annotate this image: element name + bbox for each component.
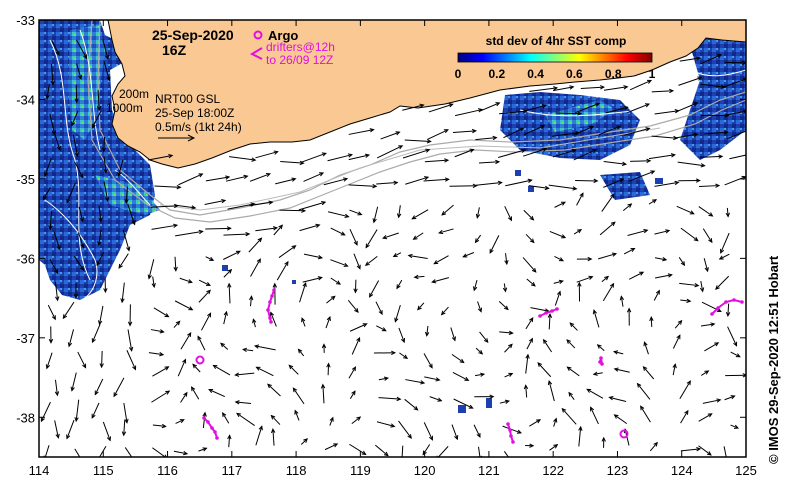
drifter-fix bbox=[710, 312, 714, 316]
drifter-fix bbox=[599, 356, 603, 360]
isobath-1000-label: 1000m bbox=[106, 101, 143, 115]
current-vector-head bbox=[82, 462, 85, 466]
colorbar-tick-label: 0.4 bbox=[527, 67, 544, 81]
current-vector bbox=[630, 161, 650, 162]
drifter-fix bbox=[508, 428, 512, 432]
drifter-fix bbox=[210, 426, 214, 430]
drifters-label-line1: drifters@12h bbox=[266, 40, 335, 54]
drifter-fix bbox=[544, 311, 548, 315]
x-tick-label: 114 bbox=[29, 463, 50, 478]
x-tick-label: 115 bbox=[93, 463, 114, 478]
drifter-fix bbox=[268, 300, 272, 304]
drifter-fix bbox=[270, 294, 274, 298]
y-tick-label: -36 bbox=[16, 251, 35, 266]
drifter-fix bbox=[724, 300, 728, 304]
colorbar-tick-label: 0.8 bbox=[605, 67, 622, 81]
current-vector bbox=[555, 113, 581, 114]
drifter-fix bbox=[213, 430, 217, 434]
current-vector-head bbox=[400, 459, 403, 463]
y-tick-label: -37 bbox=[16, 331, 35, 346]
colorbar-gradient bbox=[458, 53, 652, 62]
drifter-fix bbox=[206, 420, 210, 424]
model-time-label: 25-Sep 18:00Z bbox=[155, 106, 234, 120]
current-vector bbox=[279, 210, 305, 211]
drifter-fix bbox=[740, 300, 744, 304]
x-tick-label: 121 bbox=[478, 463, 500, 478]
current-vector bbox=[450, 186, 477, 187]
date-label: 25-Sep-2020 bbox=[152, 27, 234, 43]
drifter-fix bbox=[716, 306, 720, 310]
drifter-fix bbox=[506, 422, 510, 426]
current-vector bbox=[102, 351, 103, 367]
x-tick-label: 120 bbox=[414, 463, 436, 478]
drifter-fix bbox=[215, 436, 219, 440]
x-tick-label: 118 bbox=[286, 463, 307, 478]
drifter-fix bbox=[268, 316, 272, 320]
drifter-fix bbox=[269, 320, 273, 324]
isobath-200-label: 200m bbox=[119, 87, 149, 101]
colorbar-tick-label: 0.6 bbox=[566, 67, 583, 81]
drifter-fix bbox=[600, 362, 604, 366]
current-vector-head bbox=[511, 462, 514, 466]
drifter-fix bbox=[550, 309, 554, 313]
x-tick-label: 116 bbox=[157, 463, 178, 478]
x-tick-label: 125 bbox=[735, 463, 757, 478]
colorbar-tick-label: 0 bbox=[455, 67, 462, 81]
model-name-label: NRT00 GSL bbox=[155, 92, 220, 106]
drifter-fix bbox=[555, 307, 559, 311]
drifters-label-line2: to 26/09 12Z bbox=[266, 53, 333, 67]
drifter-fix bbox=[511, 440, 515, 444]
drifter-fix bbox=[509, 434, 513, 438]
x-tick-label: 119 bbox=[350, 463, 371, 478]
hour-label: 16Z bbox=[162, 42, 187, 58]
colorbar-tick-label: 0.2 bbox=[488, 67, 505, 81]
x-tick-label: 124 bbox=[671, 463, 693, 478]
y-tick-label: -33 bbox=[16, 13, 35, 28]
y-tick-label: -35 bbox=[16, 172, 35, 187]
current-vector bbox=[205, 228, 230, 229]
current-vector-head bbox=[132, 458, 135, 462]
x-tick-label: 122 bbox=[542, 463, 564, 478]
colorbar-title: std dev of 4hr SST comp bbox=[486, 34, 627, 48]
drifter-fix bbox=[538, 314, 542, 318]
current-vector-head bbox=[747, 153, 751, 156]
drifter-fix bbox=[732, 298, 736, 302]
current-vector-head bbox=[725, 458, 728, 462]
y-tick-label: -34 bbox=[16, 92, 35, 107]
x-tick-label: 117 bbox=[221, 463, 242, 478]
arrow-scale-label: 0.5m/s (1kt 24h) bbox=[155, 120, 242, 134]
x-tick-label: 123 bbox=[607, 463, 629, 478]
current-vector bbox=[104, 137, 105, 151]
current-vector bbox=[725, 62, 746, 63]
y-tick-label: -38 bbox=[16, 410, 35, 425]
drifter-fix bbox=[272, 288, 276, 292]
drifter-fix bbox=[202, 416, 206, 420]
drifter-fix bbox=[266, 308, 270, 312]
credit-label: © IMOS 29-Sep-2020 12:51 Hobart bbox=[766, 255, 781, 464]
colorbar-tick-label: 1 bbox=[649, 67, 656, 81]
